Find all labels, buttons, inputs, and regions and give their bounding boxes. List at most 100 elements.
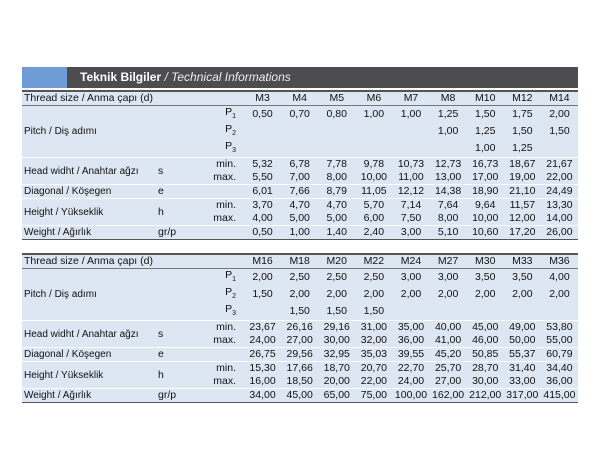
mark-letter: P: [225, 286, 233, 299]
value-cell: 28,70: [466, 361, 504, 376]
row-mark: min.: [184, 157, 244, 172]
mark-subscript: 2: [232, 130, 236, 138]
data-row: max. 4,00 5,00 5,00 6,00 7,50 8,00 10,00 12,00 14…: [22, 212, 578, 226]
value-cell: 39,55: [392, 347, 430, 362]
row-unit: gr/p: [144, 225, 184, 241]
value-cell: 11,57: [503, 198, 541, 213]
value-cell: [281, 140, 318, 158]
value-cell: 18,67: [503, 157, 541, 172]
value-cell: 30,00: [472, 375, 499, 388]
row-unit: h: [144, 361, 184, 389]
value-cell: 1,50: [549, 125, 570, 138]
row-unit: gr/p: [144, 388, 184, 404]
value-cell: 162,00: [429, 388, 467, 404]
value-cell: 55,37: [503, 347, 541, 362]
value-cell: 1,00: [355, 105, 393, 124]
value-cell: 23,67: [244, 320, 282, 335]
value-cell: 12,12: [392, 184, 430, 199]
value-cell: 0,80: [318, 105, 356, 124]
value-cell: 7,14: [392, 198, 430, 213]
value-cell: 8,00: [437, 212, 459, 225]
value-cell: 4,00: [540, 268, 578, 287]
value-cell: 50,00: [509, 334, 536, 347]
row-label: Diagonal / Köşegen: [22, 184, 144, 199]
value-cell: [392, 123, 429, 140]
value-cell: [541, 303, 578, 321]
value-cell: [392, 140, 429, 158]
column-header: M20: [318, 253, 356, 269]
value-cell: 317,00: [503, 388, 541, 404]
value-cell: 17,00: [472, 171, 499, 184]
row-label: Diagonal / Köşegen: [22, 347, 144, 362]
row-label: Height / Yükseklik: [22, 361, 144, 389]
column-header: M3: [244, 90, 282, 106]
value-cell: 1,25: [429, 105, 467, 124]
data-row: Head widht / Anahtar ağzı s min. 5,32 6,78 7,…: [22, 157, 578, 185]
value-cell: [355, 140, 392, 158]
data-row: Diagonal / Köşegen e 6,01 7,66 8,79 11,05 12,1…: [22, 184, 578, 199]
value-cell: 50,85: [466, 347, 504, 362]
value-cell: 26,75: [244, 347, 282, 362]
value-cell: 27,00: [434, 375, 462, 388]
value-cell: 5,70: [355, 198, 393, 213]
column-header: M18: [281, 253, 319, 269]
value-cell: 45,00: [281, 388, 319, 404]
value-cell: [244, 123, 281, 140]
row-unit: s: [144, 320, 184, 348]
value-cell: 2,50: [318, 268, 356, 287]
row-unit: [144, 267, 184, 321]
value-cell: 21,10: [503, 184, 541, 199]
value-cell: 11,05: [355, 184, 393, 199]
value-cell: 1,50: [326, 305, 347, 318]
value-cell: 45,20: [429, 347, 467, 362]
data-row: P3 1,00 1,25: [22, 140, 578, 158]
value-cell: 14,38: [429, 184, 467, 199]
value-cell: 31,40: [503, 361, 541, 376]
value-cell: 3,00: [392, 268, 430, 287]
value-cell: 55,00: [546, 334, 573, 347]
column-header: M27: [429, 253, 467, 269]
value-cell: 17,66: [281, 361, 319, 376]
value-cell: 20,00: [323, 375, 350, 388]
mark-letter: P: [225, 269, 233, 281]
value-cell: [244, 303, 281, 321]
data-row: P3 1,50 1,50 1,50: [22, 303, 578, 321]
value-cell: 24,49: [540, 184, 578, 199]
column-header: M36: [540, 253, 578, 269]
column-header: M16: [244, 253, 282, 269]
value-cell: 12,00: [509, 212, 536, 225]
value-cell: 36,00: [397, 334, 425, 347]
value-cell: 11,00: [398, 171, 424, 184]
data-row: Weight / Ağırlık gr/p 0,50 1,00 1,40 2,40 3,00…: [22, 225, 578, 241]
spec-table: Thread size / Anma çapı (d) M16 M18 M20 M22 M…: [22, 253, 578, 404]
row-mark: max.: [213, 334, 236, 347]
value-cell: [430, 303, 467, 321]
data-row: Height / Yükseklik h min. 3,70 4,70 4,70 5,70 7…: [22, 198, 578, 226]
value-cell: 7,66: [281, 184, 319, 199]
spec-table: Thread size / Anma çapı (d) M3 M4 M5 M6 M7 M8 M…: [22, 90, 578, 241]
value-cell: 2,50: [355, 268, 393, 287]
value-cell: 4,70: [318, 198, 356, 213]
mark-subscript: 1: [232, 276, 236, 284]
value-cell: 41,00: [434, 334, 462, 347]
row-label: Head widht / Anahtar ağzı: [22, 157, 144, 185]
column-header: M24: [392, 253, 430, 269]
value-cell: 3,70: [244, 198, 282, 213]
value-cell: 14,00: [546, 212, 573, 225]
data-row: Diagonal / Köşegen e 26,75 29,56 32,95 35,03 3…: [22, 347, 578, 362]
value-cell: 34,00: [244, 388, 282, 404]
header-row: Thread size / Anma çapı (d) M3 M4 M5 M6 M7 M8 M…: [22, 90, 578, 106]
data-row: Head widht / Anahtar ağzı s min. 23,67 26,16…: [22, 320, 578, 348]
value-cell: 3,50: [466, 268, 504, 287]
value-cell: 1,50: [289, 305, 310, 318]
value-cell: [504, 303, 541, 321]
mark-subscript: 2: [232, 293, 236, 301]
value-cell: 5,50: [252, 171, 273, 184]
mark-letter: P: [225, 106, 233, 118]
row-mark: P2: [184, 286, 244, 303]
value-cell: 35,00: [392, 320, 430, 335]
row-mark: min.: [184, 198, 244, 213]
value-cell: 0,70: [281, 105, 319, 124]
row-unit: e: [144, 347, 184, 362]
